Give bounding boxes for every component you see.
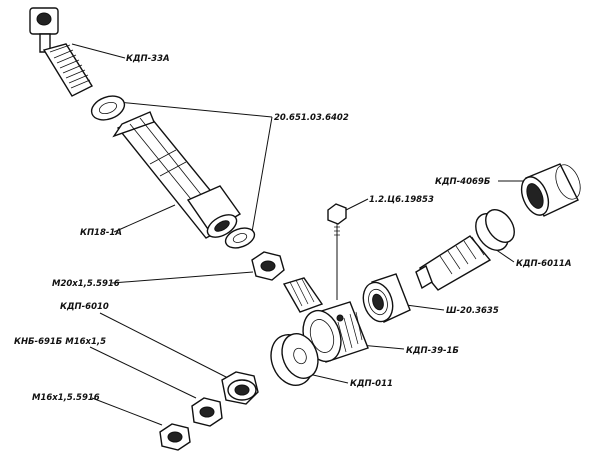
label-kdp-39-1b: КДП-39-1Б bbox=[406, 346, 459, 356]
label-m16: М16х1,5.5916 bbox=[32, 393, 100, 403]
part-kdp-6010 bbox=[221, 371, 259, 405]
part-kdp-39-1b bbox=[282, 277, 369, 363]
label-kdp-011: КДП-011 bbox=[350, 379, 393, 389]
label-kdp-33a: КДП-33А bbox=[126, 54, 170, 64]
leader-sh-20 bbox=[405, 304, 445, 311]
housing-stud bbox=[282, 277, 324, 313]
part-kdp-011 bbox=[270, 333, 319, 386]
leader-washer-top bbox=[117, 101, 273, 118]
part-kdp-4069b bbox=[520, 163, 581, 217]
leader-m20 bbox=[111, 271, 254, 284]
leader-knb bbox=[89, 346, 197, 399]
part-kdp-33a bbox=[29, 7, 93, 97]
label-washer-20651: 20.651.03.6402 bbox=[274, 113, 349, 123]
part-kdp-6011a bbox=[415, 209, 515, 291]
label-bolt-12c6: 1.2.Ц6.19853 bbox=[369, 195, 434, 205]
part-bolt-12c6 bbox=[327, 203, 347, 238]
tip-hole bbox=[36, 12, 52, 26]
part-labels: КДП-33А 20.651.03.6402 КП18-1А 1.2.Ц6.19… bbox=[14, 54, 571, 403]
leader-kp18 bbox=[113, 204, 176, 233]
label-sh-20: Ш-20.3635 bbox=[446, 306, 499, 316]
leader-kdp-33a bbox=[71, 43, 126, 59]
part-nut-knb bbox=[191, 397, 223, 427]
coupling-top-end bbox=[112, 111, 155, 138]
leader-m16 bbox=[91, 397, 163, 426]
part-washer-bottom bbox=[224, 227, 256, 249]
label-kdp-6010: КДП-6010 bbox=[60, 302, 109, 312]
label-m20: М20х1,5.5916 bbox=[52, 279, 120, 289]
label-kdp-4069b: КДП-4069Б bbox=[435, 177, 491, 187]
part-kp18-1a bbox=[112, 111, 242, 239]
part-sh-20 bbox=[362, 273, 411, 323]
part-nut-m16 bbox=[159, 423, 191, 451]
label-knb: КНБ-691Б М16х1,5 bbox=[14, 337, 106, 347]
leader-kdp-6010 bbox=[99, 312, 229, 379]
tip-thread bbox=[49, 44, 91, 89]
label-kp18-1a: КП18-1А bbox=[80, 228, 122, 238]
part-washer-top bbox=[90, 95, 126, 121]
label-kdp-6011a: КДП-6011А bbox=[516, 259, 571, 269]
leader-washer-bottom bbox=[251, 116, 273, 233]
part-nut-m20 bbox=[251, 251, 285, 281]
